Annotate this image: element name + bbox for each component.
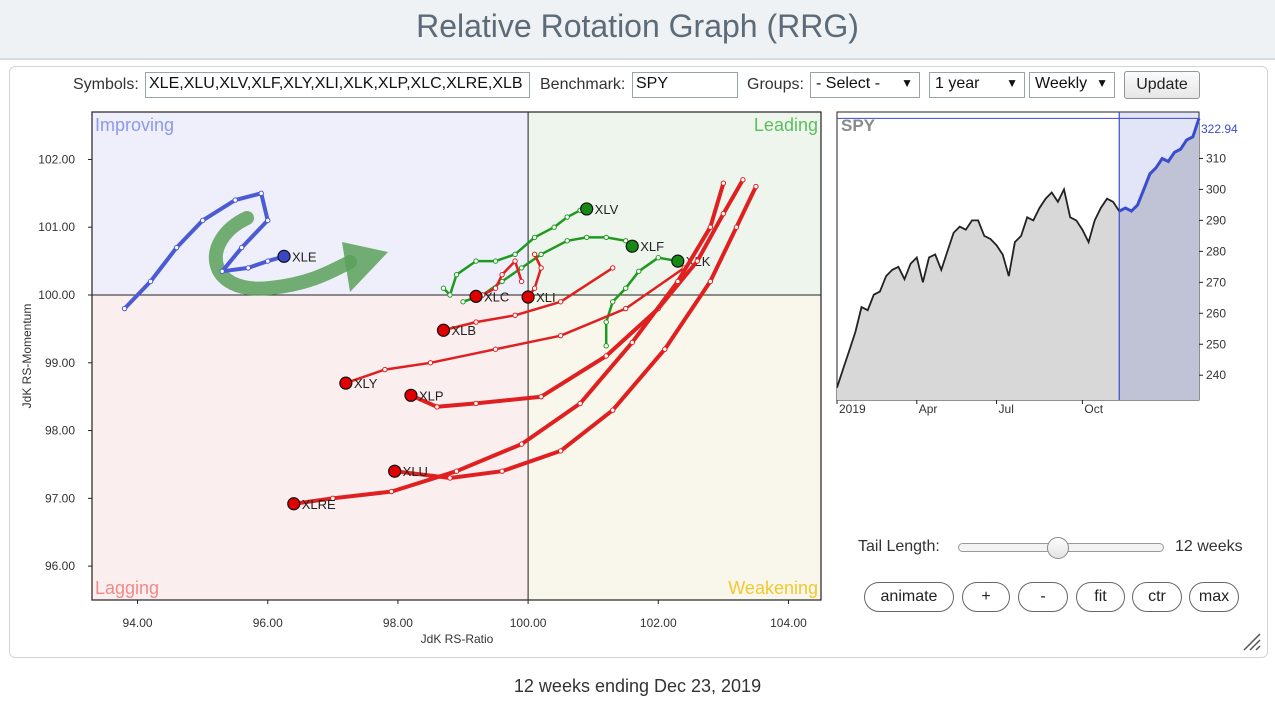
- center-button[interactable]: ctr: [1132, 582, 1182, 612]
- groups-select[interactable]: - Select - ▼: [810, 72, 920, 98]
- animate-button[interactable]: animate: [864, 582, 954, 612]
- update-button[interactable]: Update: [1124, 71, 1200, 99]
- tail-length-label: Tail Length:: [858, 538, 940, 555]
- benchmark-input[interactable]: SPY: [632, 72, 738, 98]
- period-select[interactable]: 1 year ▼: [929, 72, 1025, 98]
- chevron-down-icon: ▼: [901, 76, 913, 90]
- groups-select-value: - Select -: [816, 75, 881, 92]
- groups-label: Groups:: [747, 76, 804, 93]
- chevron-down-icon: ▼: [1006, 76, 1018, 90]
- zoom-out-button[interactable]: -: [1018, 582, 1068, 612]
- chevron-down-icon: ▼: [1096, 76, 1108, 90]
- footer-caption: 12 weeks ending Dec 23, 2019: [513, 676, 762, 696]
- resize-handle-icon[interactable]: [1242, 632, 1262, 652]
- max-button[interactable]: max: [1189, 582, 1239, 612]
- zoom-in-button[interactable]: +: [962, 582, 1010, 612]
- interval-select[interactable]: Weekly ▼: [1029, 72, 1115, 98]
- rrg-panel: [9, 66, 1268, 658]
- benchmark-label: Benchmark:: [540, 76, 626, 93]
- interval-select-value: Weekly: [1035, 75, 1088, 92]
- period-select-value: 1 year: [935, 75, 980, 92]
- page-title: Relative Rotation Graph (RRG): [416, 8, 859, 44]
- fit-button[interactable]: fit: [1076, 582, 1125, 612]
- tail-length-value: 12 weeks: [1175, 538, 1243, 555]
- tail-length-slider-thumb[interactable]: [1046, 537, 1069, 559]
- tail-length-slider[interactable]: [958, 537, 1164, 559]
- page-header: Relative Rotation Graph (RRG): [0, 0, 1275, 60]
- symbols-input[interactable]: XLE,XLU,XLV,XLF,XLY,XLI,XLK,XLP,XLC,XLRE…: [145, 72, 530, 98]
- symbols-label: Symbols:: [73, 76, 139, 93]
